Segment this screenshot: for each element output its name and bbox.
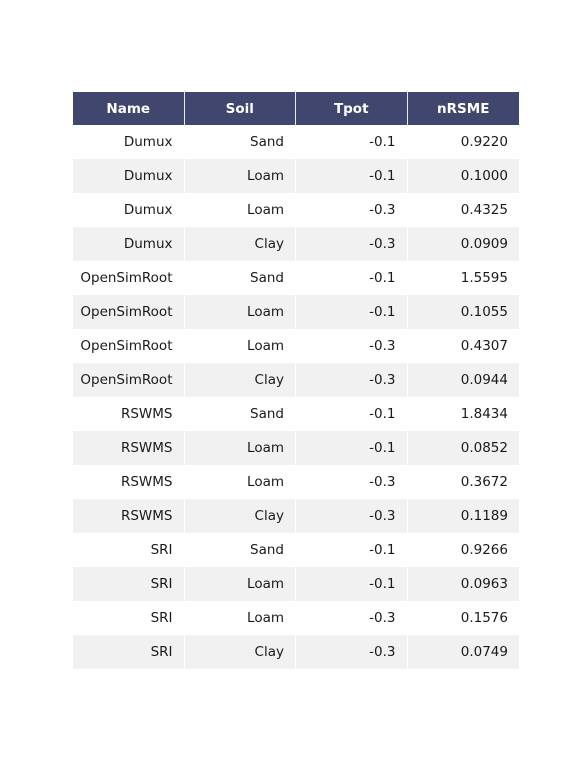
header-cell-soil: Soil	[184, 92, 296, 125]
table-row: SRI Loam -0.1 0.0963	[73, 567, 519, 601]
table-cell-nrsme: 0.1000	[407, 159, 519, 193]
table-cell-tpot: -0.3	[296, 635, 408, 669]
table-cell-name: RSWMS	[73, 397, 185, 431]
table-cell-name: SRI	[73, 567, 185, 601]
table-row: RSWMS Loam -0.3 0.3672	[73, 465, 519, 499]
table-cell-name: Dumux	[73, 227, 185, 261]
data-table: Name Soil Tpot nRSME Dumux Sand -0.1 0.9220…	[73, 92, 519, 669]
table-cell-name: RSWMS	[73, 499, 185, 533]
table-cell-nrsme: 0.1189	[407, 499, 519, 533]
table-cell-soil: Loam	[184, 193, 296, 227]
table-cell-nrsme: 0.4325	[407, 193, 519, 227]
table-cell-name: Dumux	[73, 193, 185, 227]
table-row: RSWMS Loam -0.1 0.0852	[73, 431, 519, 465]
table-cell-tpot: -0.3	[296, 601, 408, 635]
table-cell-soil: Sand	[184, 533, 296, 567]
table-row: Dumux Loam -0.3 0.4325	[73, 193, 519, 227]
table-row: SRI Loam -0.3 0.1576	[73, 601, 519, 635]
table-row: Dumux Clay -0.3 0.0909	[73, 227, 519, 261]
table-cell-tpot: -0.3	[296, 329, 408, 363]
table-cell-soil: Clay	[184, 363, 296, 397]
table-cell-soil: Loam	[184, 431, 296, 465]
table-header-row: Name Soil Tpot nRSME	[73, 92, 519, 125]
table-cell-nrsme: 1.5595	[407, 261, 519, 295]
table-cell-tpot: -0.1	[296, 567, 408, 601]
table-cell-nrsme: 0.1576	[407, 601, 519, 635]
table-cell-soil: Loam	[184, 567, 296, 601]
table-cell-name: OpenSimRoot	[73, 363, 185, 397]
table-row: SRI Clay -0.3 0.0749	[73, 635, 519, 669]
table-cell-soil: Loam	[184, 601, 296, 635]
table-cell-tpot: -0.1	[296, 533, 408, 567]
table-cell-soil: Clay	[184, 227, 296, 261]
table-cell-name: SRI	[73, 533, 185, 567]
table-cell-tpot: -0.1	[296, 261, 408, 295]
header-cell-nrsme: nRSME	[407, 92, 519, 125]
table-cell-soil: Clay	[184, 635, 296, 669]
table-row: OpenSimRoot Clay -0.3 0.0944	[73, 363, 519, 397]
table-row: OpenSimRoot Loam -0.3 0.4307	[73, 329, 519, 363]
table-cell-soil: Loam	[184, 295, 296, 329]
table-row: RSWMS Sand -0.1 1.8434	[73, 397, 519, 431]
table-row: Dumux Sand -0.1 0.9220	[73, 125, 519, 159]
table-cell-name: OpenSimRoot	[73, 261, 185, 295]
table-cell-nrsme: 0.0963	[407, 567, 519, 601]
header-cell-tpot: Tpot	[296, 92, 408, 125]
table-cell-tpot: -0.1	[296, 159, 408, 193]
table-cell-tpot: -0.3	[296, 193, 408, 227]
table-cell-name: OpenSimRoot	[73, 295, 185, 329]
table-cell-soil: Loam	[184, 159, 296, 193]
table-cell-nrsme: 1.8434	[407, 397, 519, 431]
table-cell-tpot: -0.1	[296, 397, 408, 431]
table-cell-soil: Sand	[184, 261, 296, 295]
table-cell-tpot: -0.1	[296, 125, 408, 159]
table-cell-tpot: -0.1	[296, 295, 408, 329]
header-cell-name: Name	[73, 92, 185, 125]
table-cell-name: Dumux	[73, 125, 185, 159]
table-cell-soil: Clay	[184, 499, 296, 533]
table-cell-name: SRI	[73, 601, 185, 635]
table-row: RSWMS Clay -0.3 0.1189	[73, 499, 519, 533]
table-cell-nrsme: 0.0852	[407, 431, 519, 465]
table-cell-tpot: -0.3	[296, 499, 408, 533]
table-cell-nrsme: 0.3672	[407, 465, 519, 499]
table-cell-name: RSWMS	[73, 431, 185, 465]
table-cell-soil: Sand	[184, 125, 296, 159]
table-row: SRI Sand -0.1 0.9266	[73, 533, 519, 567]
table-cell-soil: Loam	[184, 465, 296, 499]
table-cell-soil: Sand	[184, 397, 296, 431]
table-cell-tpot: -0.1	[296, 431, 408, 465]
table-cell-nrsme: 0.4307	[407, 329, 519, 363]
table-cell-name: Dumux	[73, 159, 185, 193]
table-cell-nrsme: 0.0909	[407, 227, 519, 261]
table-cell-tpot: -0.3	[296, 227, 408, 261]
table-row: OpenSimRoot Sand -0.1 1.5595	[73, 261, 519, 295]
table-cell-tpot: -0.3	[296, 465, 408, 499]
table-cell-name: SRI	[73, 635, 185, 669]
table-row: Dumux Loam -0.1 0.1000	[73, 159, 519, 193]
table-cell-nrsme: 0.9266	[407, 533, 519, 567]
table-body: Dumux Sand -0.1 0.9220 Dumux Loam -0.1 0.1000 Du…	[73, 125, 519, 669]
table-cell-nrsme: 0.1055	[407, 295, 519, 329]
table-cell-name: OpenSimRoot	[73, 329, 185, 363]
table-cell-nrsme: 0.0749	[407, 635, 519, 669]
table-cell-name: RSWMS	[73, 465, 185, 499]
table-row: OpenSimRoot Loam -0.1 0.1055	[73, 295, 519, 329]
table-cell-soil: Loam	[184, 329, 296, 363]
table-cell-nrsme: 0.9220	[407, 125, 519, 159]
table-cell-tpot: -0.3	[296, 363, 408, 397]
table-cell-nrsme: 0.0944	[407, 363, 519, 397]
